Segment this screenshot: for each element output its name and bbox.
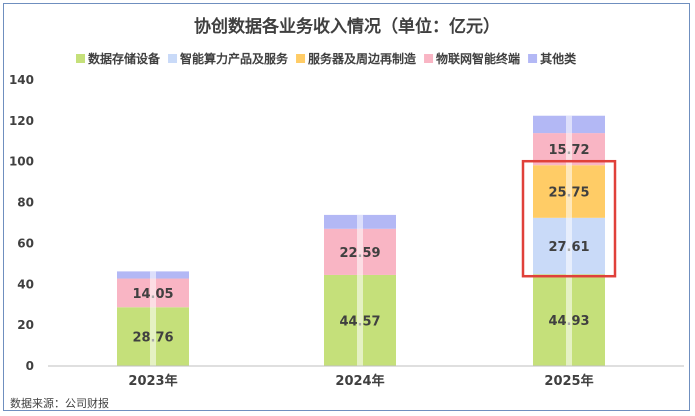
y-tick-label: 140	[9, 73, 34, 87]
y-tick-label: 0	[26, 359, 34, 373]
legend-swatch	[296, 54, 306, 63]
legend-swatch	[76, 54, 85, 63]
chart-frame: 协创数据各业务收入情况（单位：亿元） 数据存储设备 智能算力产品及服务 服务器及周边…	[3, 3, 690, 411]
y-tick-label: 80	[17, 196, 34, 210]
y-tick-label: 20	[17, 318, 34, 332]
chart-title: 协创数据各业务收入情况（单位：亿元）	[194, 16, 500, 37]
highlight-box	[521, 159, 617, 278]
legend-label: 智能算力产品及服务	[179, 51, 289, 66]
y-tick-label: 60	[17, 236, 34, 250]
x-tick-label: 2025年	[544, 373, 593, 389]
legend-swatch	[528, 54, 538, 63]
legend-label: 数据存储设备	[88, 51, 161, 66]
bar-highlight-stripe	[150, 271, 156, 366]
y-tick-label: 120	[9, 114, 34, 128]
y-axis: 0 20 40 60 80 100 120 140	[9, 73, 34, 373]
legend-swatch	[424, 54, 434, 63]
bar-highlight-stripe	[357, 214, 363, 366]
legend-swatch	[168, 54, 178, 63]
legend-label: 其他类	[540, 51, 577, 66]
y-tick-label: 100	[9, 155, 34, 169]
y-tick-label: 40	[17, 277, 34, 291]
x-tick-label: 2024年	[335, 373, 384, 389]
x-axis: 2023年 2024年 2025年	[48, 365, 684, 389]
legend: 数据存储设备 智能算力产品及服务 服务器及周边再制造 物联网智能终端 其他类	[76, 51, 577, 66]
x-tick-label: 2023年	[128, 373, 177, 389]
legend-label: 服务器及周边再制造	[308, 51, 417, 66]
bars: 28.7614.0544.5722.5944.9327.6125.7515.72	[117, 115, 617, 366]
stacked-bar-chart: 协创数据各业务收入情况（单位：亿元） 数据存储设备 智能算力产品及服务 服务器及周边…	[9, 16, 684, 410]
bar-highlight-stripe	[566, 115, 572, 366]
source-note: 数据来源：公司财报	[10, 396, 109, 410]
legend-label: 物联网智能终端	[436, 51, 520, 66]
